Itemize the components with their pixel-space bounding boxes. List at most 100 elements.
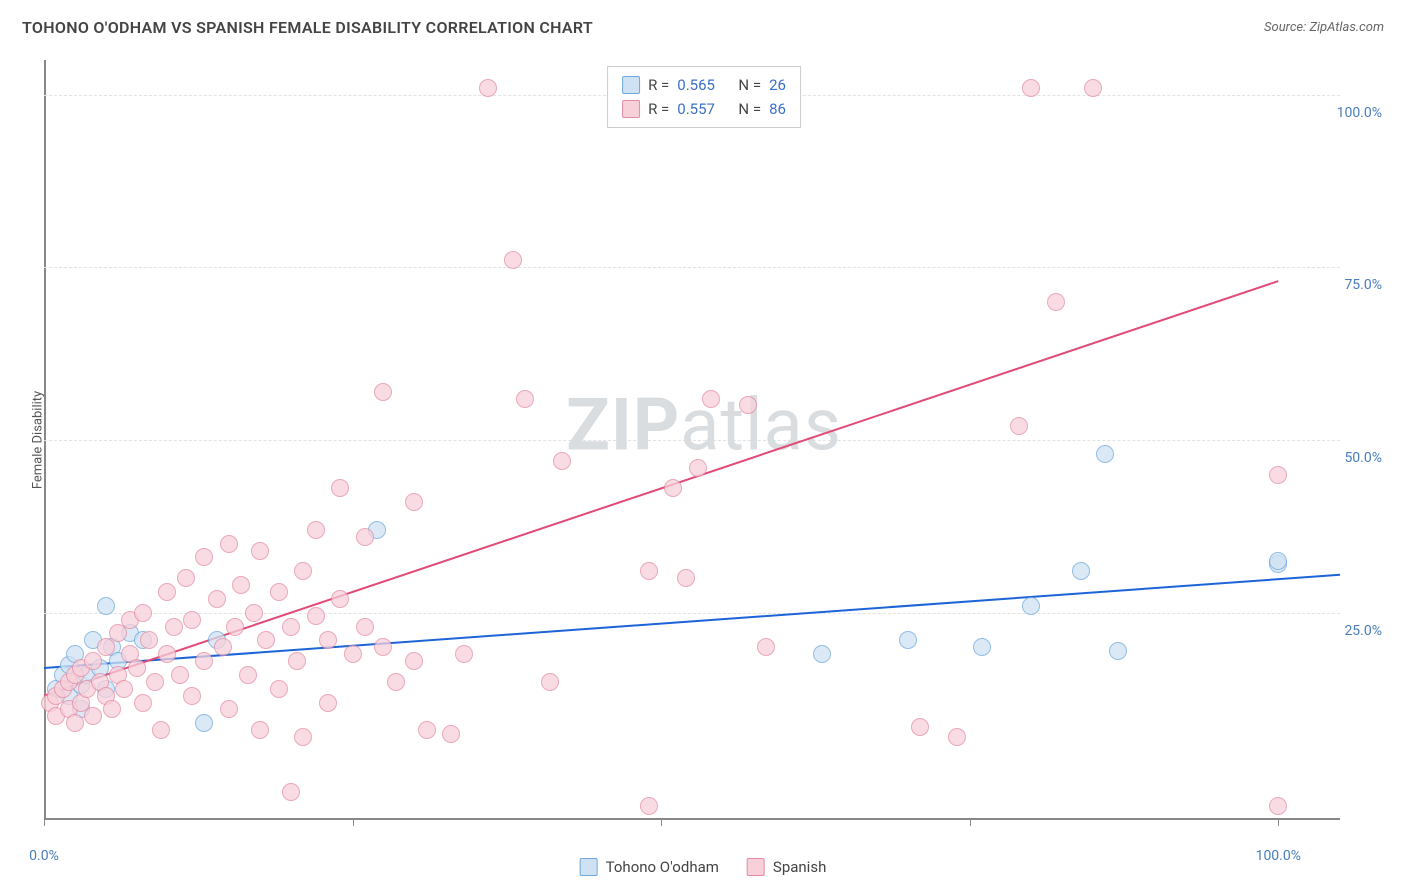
data-point: [405, 493, 423, 511]
data-point: [115, 680, 133, 698]
data-point: [1084, 79, 1102, 97]
data-point: [405, 652, 423, 670]
data-point: [1269, 797, 1287, 815]
data-point: [331, 590, 349, 608]
grid-line: [44, 613, 1340, 614]
grid-line: [44, 267, 1340, 268]
n-value: 86: [769, 97, 786, 121]
data-point: [288, 652, 306, 670]
data-point: [171, 666, 189, 684]
data-point: [270, 680, 288, 698]
data-point: [504, 251, 522, 269]
data-point: [387, 673, 405, 691]
data-point: [541, 673, 559, 691]
series-legend: Tohono O'odham Spanish: [580, 858, 827, 876]
data-point: [442, 725, 460, 743]
x-tick-mark: [1278, 820, 1279, 826]
legend-swatch: [622, 100, 640, 118]
data-point: [1022, 79, 1040, 97]
chart-title: TOHONO O'ODHAM VS SPANISH FEMALE DISABIL…: [22, 18, 593, 37]
data-point: [640, 562, 658, 580]
data-point: [307, 607, 325, 625]
correlation-legend: R =0.565 N =26R =0.557 N =86: [607, 66, 801, 128]
legend-rn-row: R =0.557 N =86: [622, 97, 786, 121]
legend-rn-row: R =0.565 N =26: [622, 73, 786, 97]
data-point: [294, 728, 312, 746]
data-point: [134, 694, 152, 712]
data-point: [282, 783, 300, 801]
data-point: [195, 714, 213, 732]
y-tick-label: 50.0%: [1344, 450, 1382, 466]
data-point: [109, 624, 127, 642]
data-point: [307, 521, 325, 539]
data-point: [294, 562, 312, 580]
data-point: [177, 569, 195, 587]
x-tick-mark: [44, 820, 45, 826]
data-point: [239, 666, 257, 684]
data-point: [516, 390, 534, 408]
x-axis-line: [44, 818, 1340, 820]
grid-line: [44, 440, 1340, 441]
r-value: 0.565: [677, 73, 715, 97]
x-tick-label: 0.0%: [29, 848, 59, 864]
data-point: [1096, 445, 1114, 463]
data-point: [66, 714, 84, 732]
n-value: 26: [769, 73, 786, 97]
data-point: [1022, 597, 1040, 615]
legend-label: Spanish: [773, 858, 826, 876]
data-point: [1269, 466, 1287, 484]
legend-item: Spanish: [747, 858, 826, 876]
source-label: Source:: [1264, 20, 1306, 35]
data-point: [84, 652, 102, 670]
data-point: [251, 542, 269, 560]
legend-swatch: [622, 76, 640, 94]
data-point: [251, 721, 269, 739]
data-point: [97, 638, 115, 656]
data-point: [319, 694, 337, 712]
data-point: [245, 604, 263, 622]
data-point: [948, 728, 966, 746]
legend-swatch: [747, 858, 765, 876]
data-point: [899, 631, 917, 649]
legend-item: Tohono O'odham: [580, 858, 719, 876]
r-label: R =: [648, 97, 669, 121]
chart-plot-area: Female Disability 25.0%50.0%75.0%100.0% …: [44, 60, 1364, 820]
data-point: [331, 479, 349, 497]
data-point: [640, 797, 658, 815]
data-point: [270, 583, 288, 601]
data-point: [1269, 552, 1287, 570]
data-point: [232, 576, 250, 594]
data-point: [757, 638, 775, 656]
data-point: [84, 707, 102, 725]
data-point: [103, 700, 121, 718]
n-label: N =: [738, 97, 761, 121]
y-tick-label: 75.0%: [1344, 277, 1382, 293]
source-attribution: Source: ZipAtlas.com: [1264, 20, 1384, 35]
data-point: [356, 618, 374, 636]
data-point: [356, 528, 374, 546]
data-point: [677, 569, 695, 587]
data-point: [911, 718, 929, 736]
data-point: [152, 721, 170, 739]
y-tick-label: 100.0%: [1337, 105, 1382, 121]
legend-swatch: [580, 858, 598, 876]
data-point: [282, 618, 300, 636]
data-point: [220, 535, 238, 553]
data-point: [195, 652, 213, 670]
data-point: [158, 645, 176, 663]
x-tick-label: 100.0%: [1256, 848, 1301, 864]
data-point: [455, 645, 473, 663]
legend-label: Tohono O'odham: [606, 858, 719, 876]
data-point: [97, 597, 115, 615]
data-point: [553, 452, 571, 470]
y-tick-label: 25.0%: [1344, 623, 1382, 639]
data-point: [226, 618, 244, 636]
r-label: R =: [648, 73, 669, 97]
data-point: [214, 638, 232, 656]
watermark-zip: ZIP: [566, 382, 680, 467]
x-tick-mark: [970, 820, 971, 826]
data-point: [1109, 642, 1127, 660]
data-point: [664, 479, 682, 497]
data-point: [1010, 417, 1028, 435]
source-link[interactable]: ZipAtlas.com: [1309, 20, 1384, 35]
